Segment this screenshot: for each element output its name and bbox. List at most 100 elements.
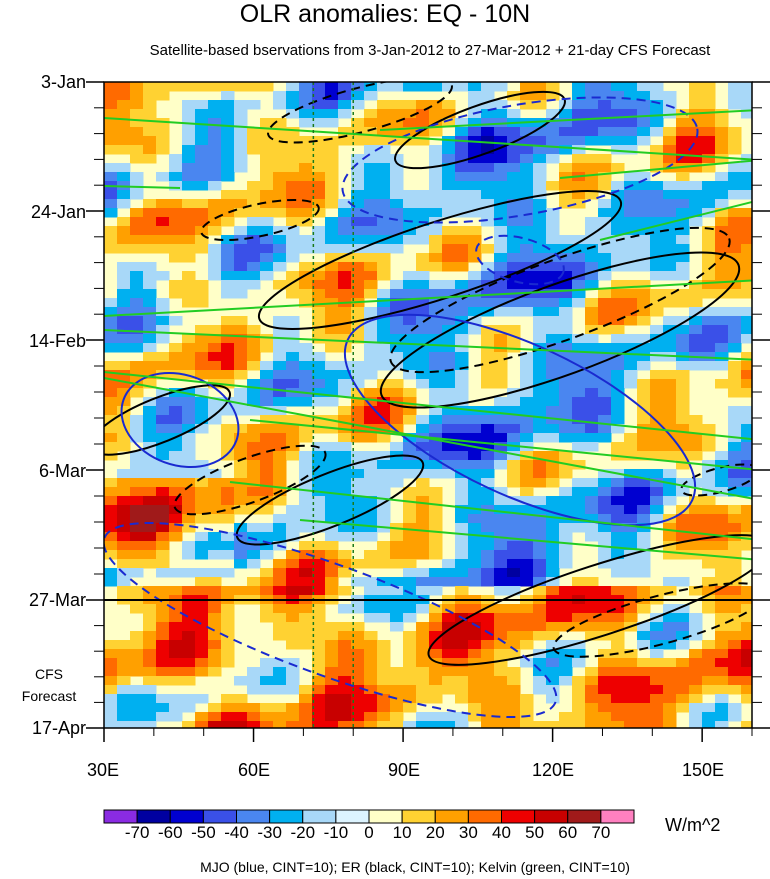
- field-cell: [299, 100, 313, 110]
- field-cell: [507, 433, 521, 443]
- field-cell: [507, 190, 521, 200]
- field-cell: [117, 316, 131, 326]
- field-cell: [260, 370, 274, 380]
- field-cell: [494, 298, 508, 308]
- field-cell: [312, 244, 326, 254]
- field-cell: [624, 433, 638, 443]
- field-cell: [650, 199, 664, 209]
- colorbar-swatch: [169, 809, 204, 824]
- field-cell: [169, 316, 183, 326]
- field-cell: [273, 685, 287, 695]
- field-cell: [481, 370, 495, 380]
- field-cell: [143, 487, 157, 497]
- field-cell: [598, 208, 612, 218]
- field-cell: [377, 469, 391, 479]
- field-cell: [429, 613, 443, 623]
- field-cell: [247, 496, 261, 506]
- field-cell: [650, 658, 664, 668]
- field-cell: [195, 136, 209, 146]
- field-cell: [741, 172, 752, 182]
- field-cell: [338, 433, 352, 443]
- field-cell: [182, 271, 196, 281]
- field-cell: [273, 523, 287, 533]
- field-cell: [663, 388, 677, 398]
- field-cell: [676, 505, 690, 515]
- field-cell: [260, 712, 274, 722]
- field-cell: [195, 577, 209, 587]
- field-cell: [689, 136, 703, 146]
- field-cell: [637, 172, 651, 182]
- field-cell: [715, 271, 729, 281]
- field-cell: [520, 631, 534, 641]
- x-tick-label: 30E: [86, 760, 120, 780]
- field-cell: [702, 280, 716, 290]
- field-cell: [403, 190, 417, 200]
- field-cell: [403, 604, 417, 614]
- field-cell: [416, 424, 430, 434]
- field-cell: [325, 532, 339, 542]
- field-cell: [390, 622, 404, 632]
- field-cell: [364, 451, 378, 461]
- field-cell: [715, 280, 729, 290]
- field-cell: [143, 127, 157, 137]
- field-cell: [728, 703, 742, 713]
- field-cell: [104, 487, 118, 497]
- field-cell: [117, 172, 131, 182]
- field-cell: [442, 667, 456, 677]
- field-cell: [351, 370, 365, 380]
- field-cell: [286, 451, 300, 461]
- field-cell: [676, 118, 690, 128]
- field-cell: [364, 424, 378, 434]
- field-cell: [208, 505, 222, 515]
- field-cell: [585, 397, 599, 407]
- field-cell: [637, 118, 651, 128]
- field-cell: [403, 658, 417, 668]
- field-cell: [533, 181, 547, 191]
- field-cell: [156, 703, 170, 713]
- field-cell: [676, 487, 690, 497]
- field-cell: [416, 136, 430, 146]
- field-cell: [429, 244, 443, 254]
- mjo-contour-positive: [343, 313, 697, 527]
- field-cell: [637, 721, 651, 728]
- field-cell: [195, 109, 209, 119]
- field-cell: [572, 100, 586, 110]
- field-cell: [728, 478, 742, 488]
- field-cell: [637, 199, 651, 209]
- field-cell: [312, 145, 326, 155]
- field-cell: [494, 442, 508, 452]
- field-cell: [624, 199, 638, 209]
- field-cell: [390, 604, 404, 614]
- field-cell: [455, 244, 469, 254]
- field-cell: [728, 226, 742, 236]
- field-cell: [546, 460, 560, 470]
- field-cell: [585, 433, 599, 443]
- field-cell: [221, 289, 235, 299]
- field-cell: [650, 91, 664, 101]
- field-cell: [546, 541, 560, 551]
- field-cell: [676, 199, 690, 209]
- field-cell: [611, 109, 625, 119]
- field-cell: [403, 82, 417, 92]
- field-cell: [221, 118, 235, 128]
- field-cell: [442, 145, 456, 155]
- field-cell: [104, 442, 118, 452]
- field-cell: [676, 577, 690, 587]
- field-cell: [442, 307, 456, 317]
- field-cell: [611, 253, 625, 263]
- field-cell: [689, 163, 703, 173]
- field-cell: [208, 172, 222, 182]
- field-cell: [325, 505, 339, 515]
- field-cell: [182, 208, 196, 218]
- field-cell: [598, 325, 612, 335]
- er-contour-positive: [427, 534, 752, 666]
- field-cell: [273, 361, 287, 371]
- field-cell: [585, 100, 599, 110]
- field-cell: [208, 118, 222, 128]
- field-cell: [429, 379, 443, 389]
- field-cell: [221, 271, 235, 281]
- field-cell: [572, 640, 586, 650]
- field-cell: [117, 703, 131, 713]
- field-cell: [403, 325, 417, 335]
- field-cell: [689, 298, 703, 308]
